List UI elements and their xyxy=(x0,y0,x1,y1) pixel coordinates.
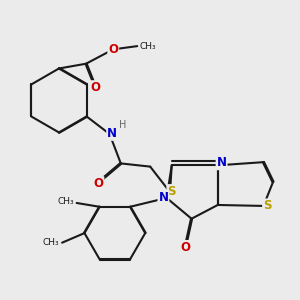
Text: CH₃: CH₃ xyxy=(140,42,156,51)
Text: S: S xyxy=(167,185,176,198)
Text: N: N xyxy=(217,156,226,169)
Text: O: O xyxy=(181,241,191,254)
Text: N: N xyxy=(107,127,117,140)
Text: O: O xyxy=(93,177,103,190)
Text: N: N xyxy=(158,191,168,204)
Text: O: O xyxy=(91,81,101,94)
Text: H: H xyxy=(119,120,127,130)
Text: CH₃: CH₃ xyxy=(43,238,60,247)
Text: O: O xyxy=(108,43,118,56)
Text: CH₃: CH₃ xyxy=(58,197,74,206)
Text: S: S xyxy=(263,200,272,212)
